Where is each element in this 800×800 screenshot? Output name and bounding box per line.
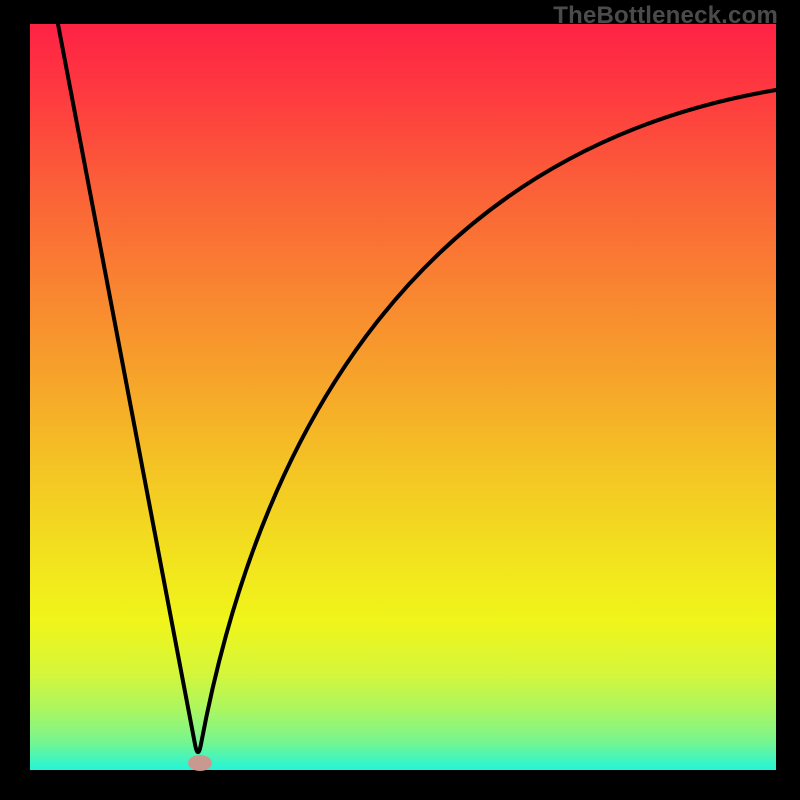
- watermark-text: TheBottleneck.com: [553, 2, 778, 30]
- curve-layer: [0, 0, 800, 800]
- valley-marker: [188, 755, 212, 771]
- bottleneck-curve: [58, 24, 776, 752]
- chart-container: TheBottleneck.com: [0, 0, 800, 800]
